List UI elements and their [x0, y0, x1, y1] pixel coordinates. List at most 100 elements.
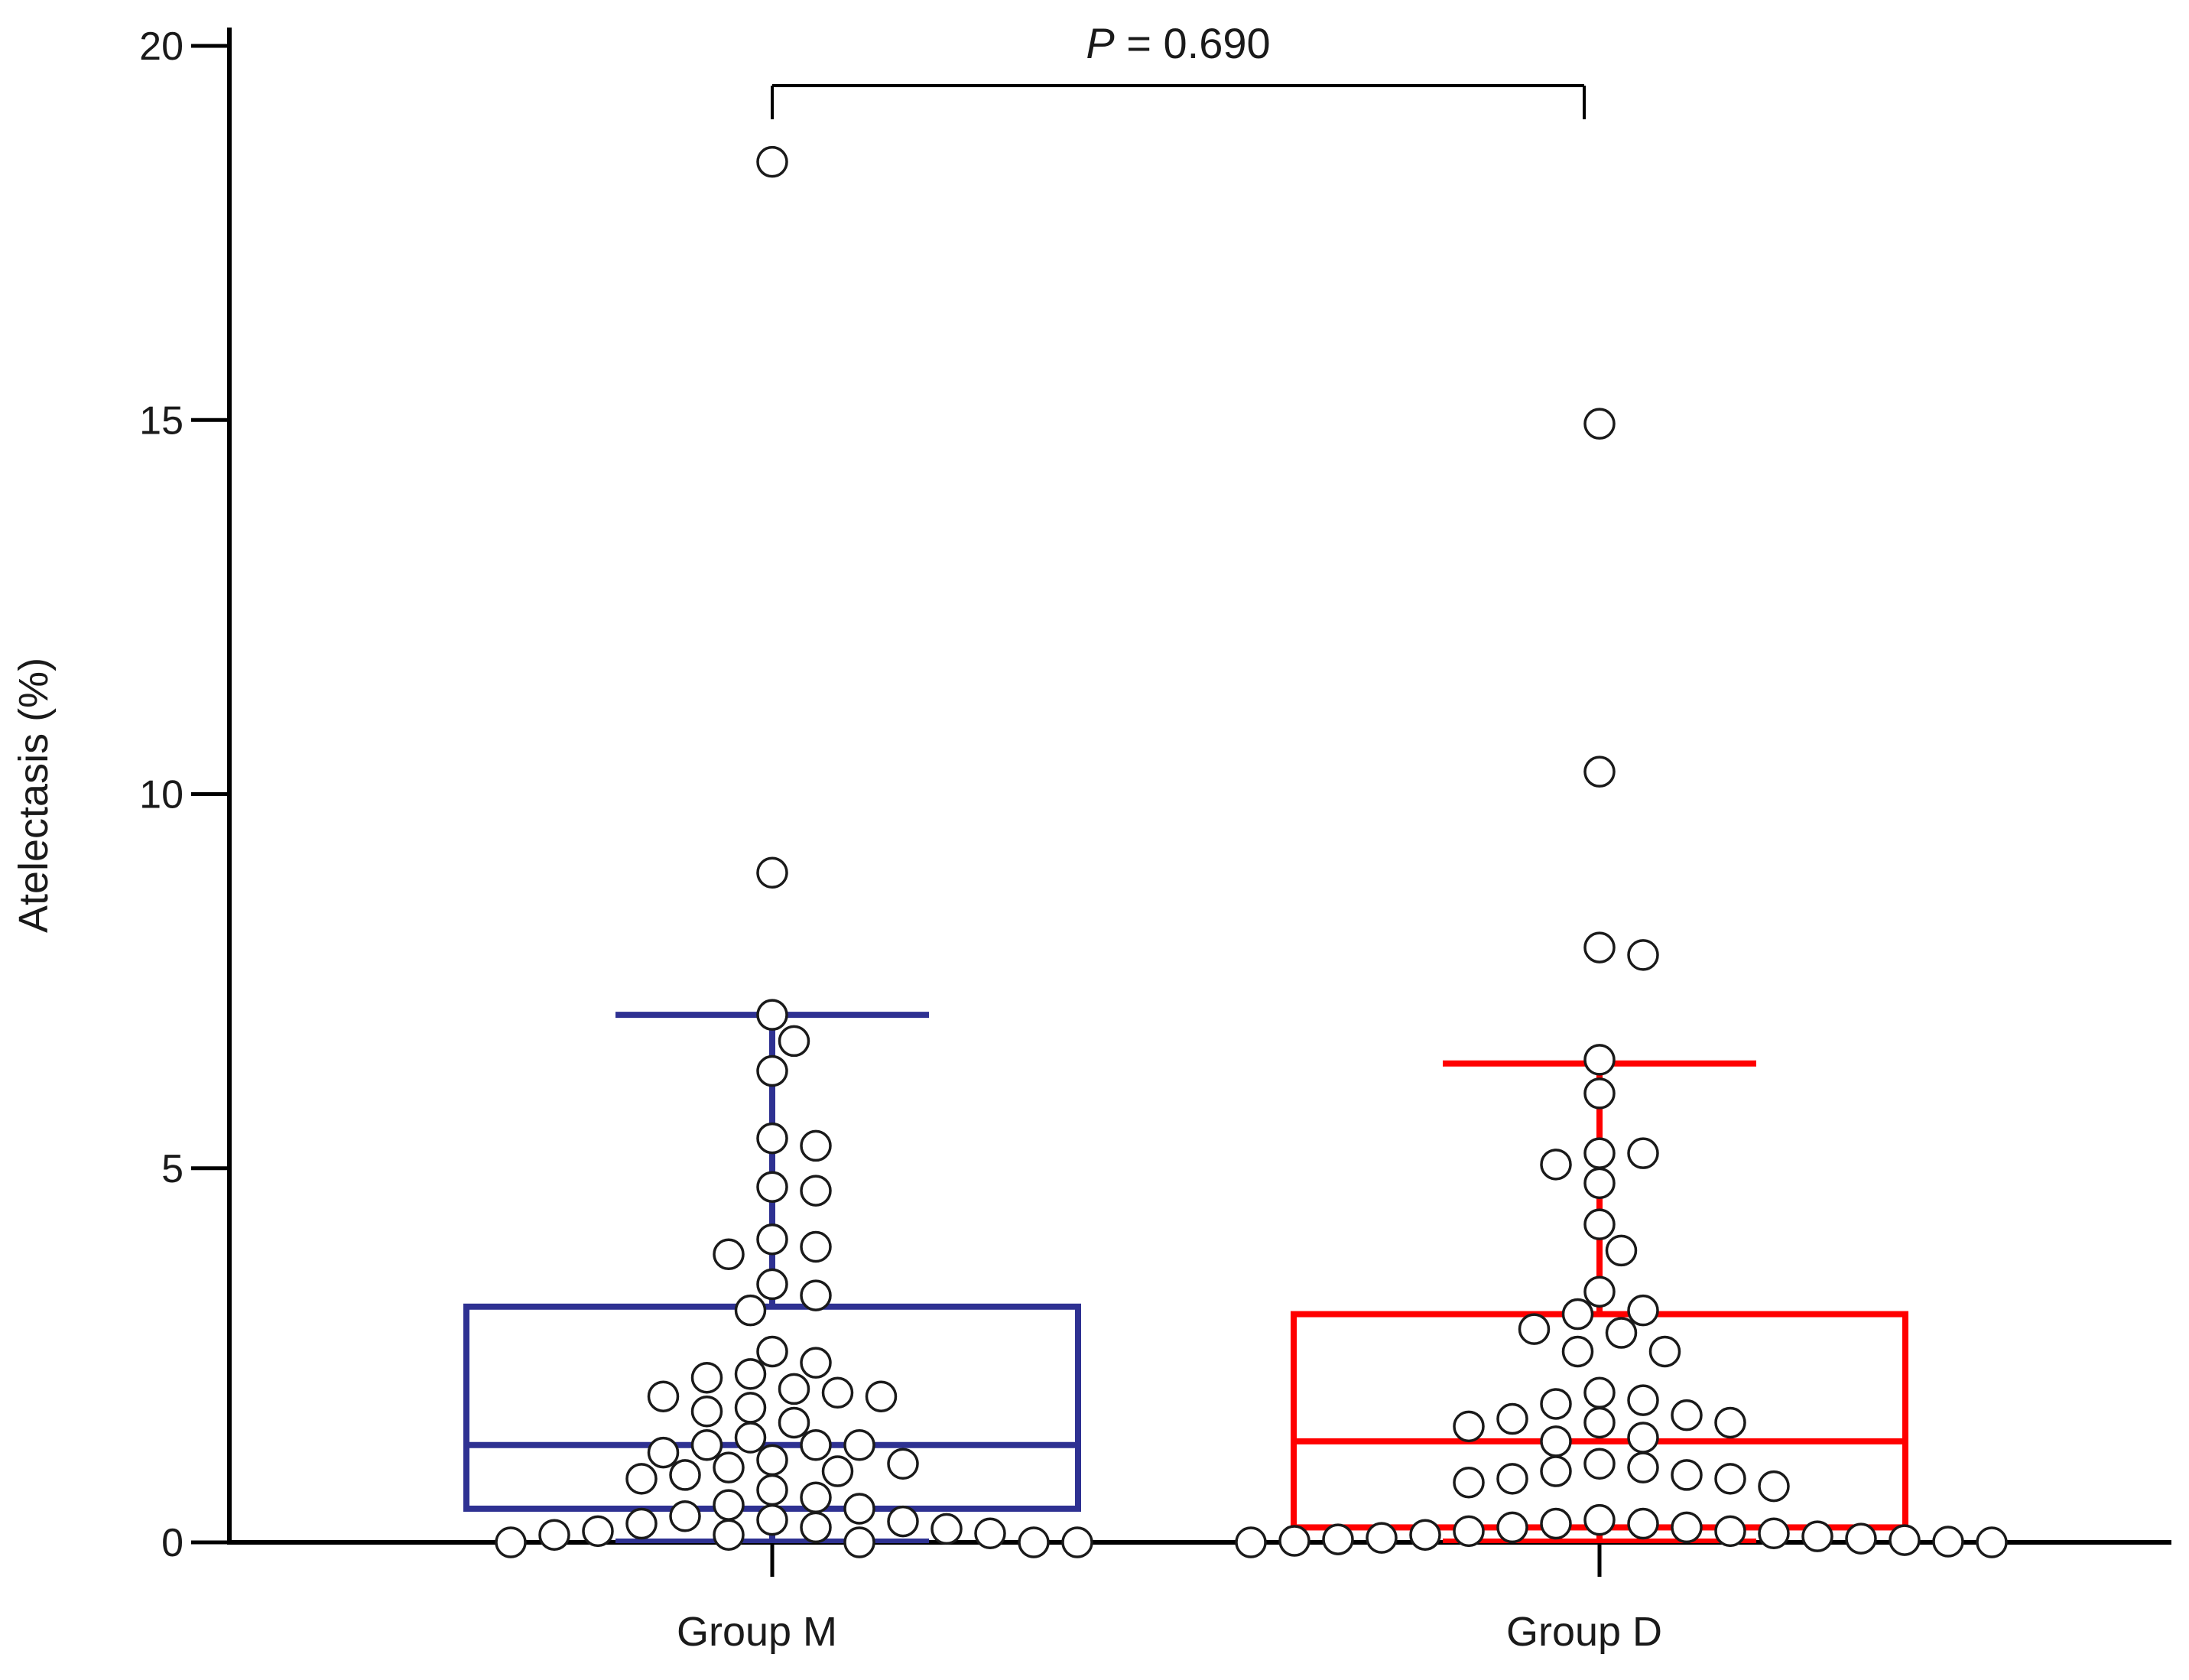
data-point — [1583, 1167, 1616, 1200]
x-ticks: Group M Group D — [677, 1542, 1662, 1655]
data-point — [1845, 1522, 1877, 1555]
data-point — [1932, 1526, 1964, 1558]
data-point — [625, 1463, 658, 1495]
data-point — [1671, 1511, 1703, 1544]
data-point — [800, 1175, 832, 1207]
data-point — [821, 1455, 854, 1487]
data-point — [1540, 1507, 1572, 1540]
data-point — [582, 1515, 614, 1548]
data-point — [1496, 1511, 1528, 1544]
data-point — [1801, 1520, 1833, 1552]
data-point — [1605, 1234, 1638, 1267]
data-point — [1061, 1526, 1093, 1558]
p-symbol: P — [1086, 19, 1114, 67]
data-point — [625, 1507, 658, 1540]
y-axis-title: Atelectasis (%) — [11, 658, 57, 933]
data-point — [756, 1444, 788, 1477]
data-point — [1627, 1451, 1659, 1483]
data-point — [756, 1268, 788, 1301]
data-point — [887, 1505, 919, 1538]
data-point — [800, 1347, 832, 1379]
data-point — [1540, 1455, 1572, 1487]
y-tick-label: 10 — [139, 773, 183, 817]
data-point — [669, 1459, 701, 1491]
data-point — [865, 1380, 898, 1412]
x-category-label: Group M — [677, 1609, 837, 1655]
data-point — [734, 1392, 767, 1424]
data-point — [843, 1429, 875, 1461]
data-point — [1714, 1463, 1746, 1495]
y-ticks: 0 5 10 15 20 — [139, 24, 229, 1565]
data-point — [1453, 1410, 1485, 1443]
data-point — [1627, 1137, 1659, 1169]
data-point — [843, 1493, 875, 1525]
data-point — [1540, 1388, 1572, 1420]
data-point — [800, 1230, 832, 1263]
data-point — [1583, 756, 1616, 788]
data-point — [713, 1489, 745, 1521]
data-point — [1540, 1425, 1572, 1457]
data-point — [1278, 1525, 1310, 1557]
data-point — [734, 1358, 767, 1390]
data-point — [778, 1406, 810, 1439]
data-point — [756, 1171, 788, 1203]
data-point — [800, 1429, 832, 1461]
y-tick-label: 20 — [139, 24, 183, 69]
data-point — [669, 1500, 701, 1532]
data-point — [756, 1122, 788, 1155]
data-point — [1496, 1463, 1528, 1495]
data-point — [1627, 1384, 1659, 1416]
data-point — [800, 1279, 832, 1311]
data-point — [734, 1294, 767, 1327]
data-point — [1409, 1519, 1441, 1551]
data-point — [1322, 1523, 1354, 1555]
data-point — [1627, 1507, 1659, 1540]
data-point — [1583, 408, 1616, 440]
data-point — [690, 1429, 723, 1461]
data-point — [930, 1513, 963, 1545]
data-point — [713, 1451, 745, 1483]
x-category-label: Group D — [1506, 1609, 1662, 1655]
data-point — [1758, 1470, 1790, 1503]
data-point — [1583, 1275, 1616, 1308]
data-point — [1583, 1077, 1616, 1110]
data-point — [647, 1380, 680, 1412]
data-point — [1605, 1317, 1638, 1349]
data-point — [734, 1422, 767, 1454]
data-point — [1627, 1422, 1659, 1454]
data-point — [1583, 1406, 1616, 1439]
y-tick-label: 15 — [139, 398, 183, 443]
data-point — [756, 856, 788, 889]
data-point — [1453, 1466, 1485, 1499]
data-point — [974, 1517, 1006, 1550]
boxes — [463, 1012, 1908, 1543]
data-point — [1540, 1149, 1572, 1181]
p-value-label: P = 0.690 — [1086, 19, 1270, 67]
data-point — [1671, 1399, 1703, 1431]
data-point — [1496, 1402, 1528, 1435]
data-point — [756, 1503, 788, 1536]
data-point — [1583, 1503, 1616, 1536]
data-point — [1018, 1526, 1050, 1558]
data-point — [843, 1526, 875, 1558]
data-points — [495, 145, 2008, 1558]
y-tick-label: 5 — [161, 1147, 183, 1191]
data-point — [1583, 1448, 1616, 1480]
data-point — [1583, 1044, 1616, 1076]
data-point — [690, 1361, 723, 1394]
data-point — [713, 1519, 745, 1551]
data-point — [1453, 1515, 1485, 1548]
data-point — [1889, 1524, 1921, 1556]
data-point — [821, 1376, 854, 1409]
data-point — [1561, 1335, 1594, 1368]
data-point — [690, 1396, 723, 1428]
p-value: = 0.690 — [1115, 19, 1271, 67]
data-point — [756, 999, 788, 1031]
data-point — [1627, 1294, 1659, 1327]
data-point — [756, 1223, 788, 1256]
data-point — [1714, 1406, 1746, 1439]
data-point — [1518, 1313, 1551, 1345]
data-point — [647, 1436, 680, 1469]
data-point — [1671, 1459, 1703, 1491]
